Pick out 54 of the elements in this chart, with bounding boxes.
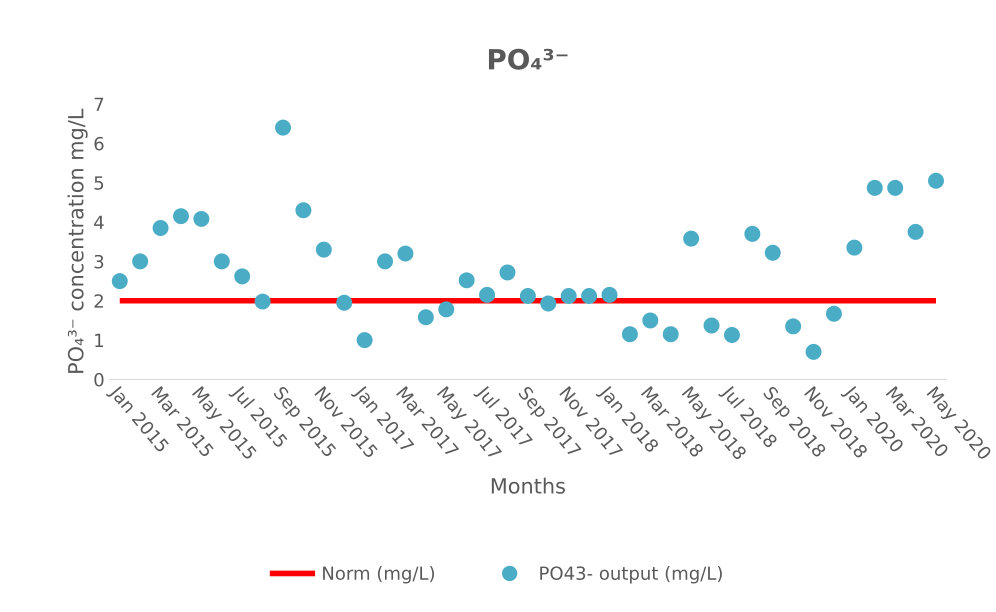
legend-label: Norm (mg/L) — [323, 566, 434, 584]
point — [908, 224, 924, 240]
point — [785, 318, 802, 334]
point — [622, 326, 638, 342]
point — [336, 294, 352, 311]
point — [132, 253, 148, 270]
y-tick-label: 3 — [94, 254, 104, 269]
point — [928, 172, 944, 189]
point — [214, 253, 230, 270]
point — [520, 288, 536, 304]
y-tick-label: 5 — [94, 176, 104, 190]
point — [112, 273, 128, 290]
point — [764, 244, 781, 261]
point — [377, 253, 394, 270]
point — [846, 240, 862, 256]
point — [540, 296, 556, 312]
point — [887, 180, 904, 196]
point — [458, 272, 475, 288]
point — [866, 180, 883, 196]
point — [316, 242, 332, 258]
y-tick-label: 6 — [94, 136, 104, 150]
point — [418, 309, 434, 326]
point — [356, 332, 373, 348]
chart-title: PO₄³⁻ — [488, 48, 568, 70]
point — [826, 306, 842, 322]
y-tick-label: 4 — [94, 216, 104, 229]
legend-label: PO43- output (mg/L) — [540, 566, 722, 584]
point — [397, 246, 414, 262]
y-tick-label: 7 — [94, 98, 104, 111]
point — [173, 208, 189, 224]
point — [254, 294, 271, 310]
point — [499, 264, 516, 280]
point — [152, 220, 169, 236]
point — [704, 318, 720, 334]
y-axis-title: PO₄³⁻ concentration mg/L — [67, 108, 88, 373]
point — [438, 301, 454, 318]
point — [275, 120, 291, 136]
point — [602, 286, 618, 303]
point — [581, 288, 598, 304]
point — [662, 326, 679, 342]
point — [560, 288, 577, 304]
point — [806, 344, 822, 360]
point — [642, 312, 658, 328]
point — [724, 327, 740, 343]
x-axis-title: Months — [492, 478, 565, 494]
point — [234, 268, 250, 284]
point — [683, 230, 700, 247]
point — [193, 210, 210, 227]
y-tick-label: 1 — [95, 334, 104, 347]
point — [479, 286, 496, 303]
point — [744, 226, 760, 242]
y-tick-label: 2 — [94, 294, 103, 308]
y-tick-label: 0 — [94, 372, 104, 387]
point — [295, 202, 312, 218]
